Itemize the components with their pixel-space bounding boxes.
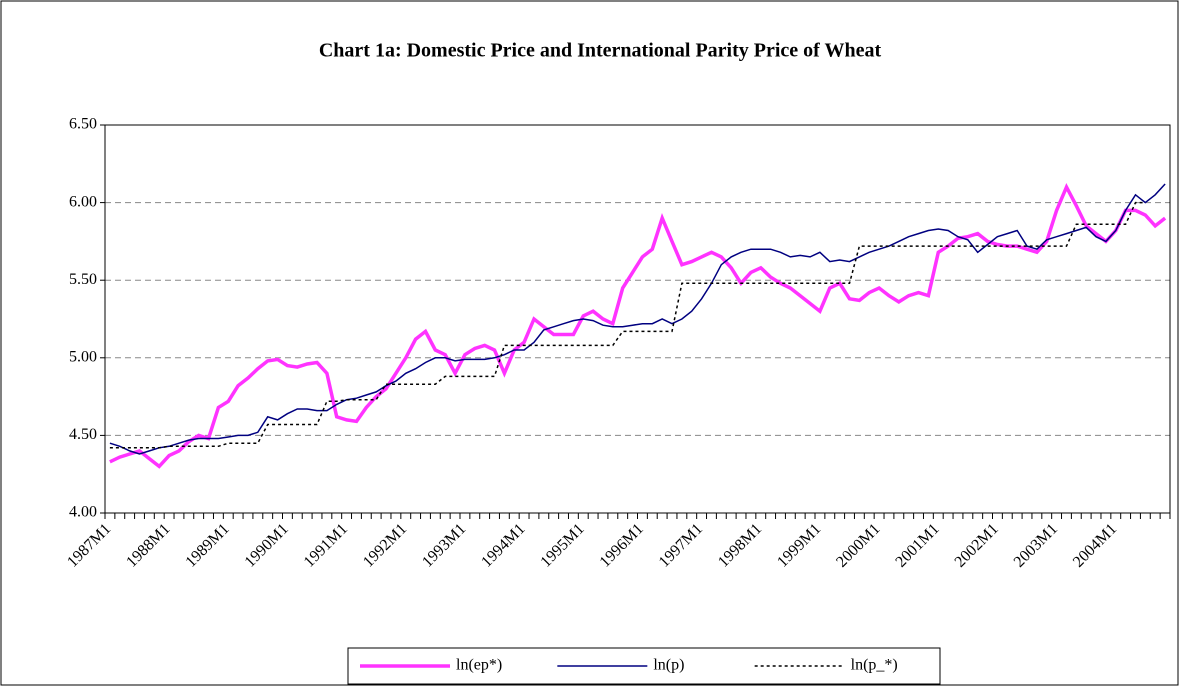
chart-title: Chart 1a: Domestic Price and Internation… xyxy=(319,40,882,62)
y-tick-label: 6.00 xyxy=(69,193,97,210)
series-line xyxy=(109,183,1167,469)
legend-label: ln(p) xyxy=(653,657,684,674)
y-tick-label: 6.50 xyxy=(69,116,97,133)
legend-label: ln(ep*) xyxy=(456,657,502,674)
y-tick-label: 4.50 xyxy=(69,426,97,443)
series-line xyxy=(109,183,1166,455)
legend-label: ln(p_*) xyxy=(851,657,898,674)
y-tick-label: 4.00 xyxy=(69,504,97,521)
y-tick-label: 5.50 xyxy=(69,271,97,288)
y-tick-label: 5.00 xyxy=(69,348,97,365)
